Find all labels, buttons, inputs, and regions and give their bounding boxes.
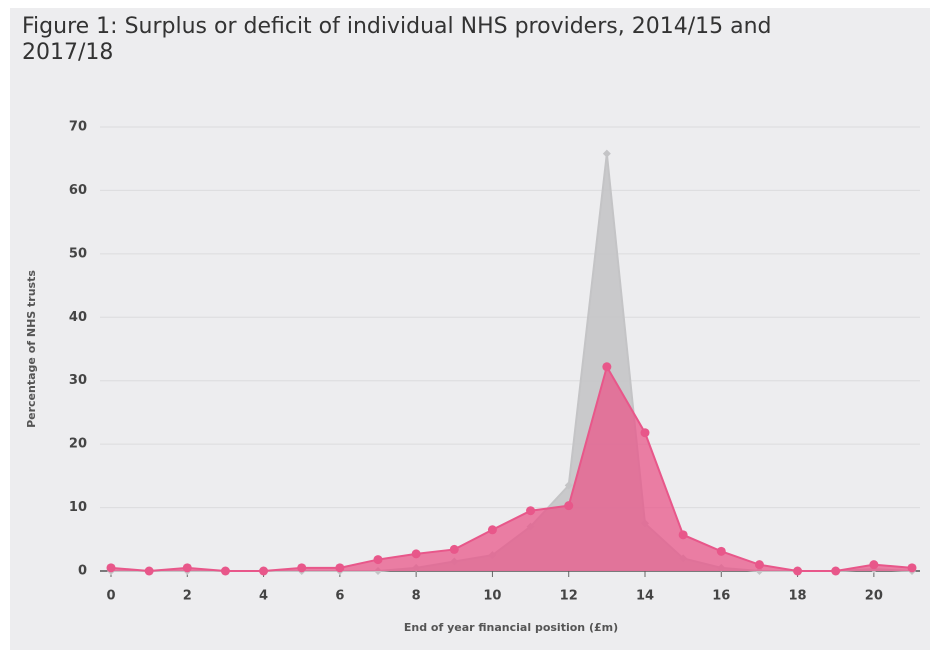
marker xyxy=(564,501,574,511)
marker xyxy=(754,560,764,570)
marker xyxy=(487,525,497,535)
marker xyxy=(869,560,879,570)
marker xyxy=(182,563,192,573)
x-tick-label: 6 xyxy=(335,589,344,604)
marker xyxy=(335,563,345,573)
marker xyxy=(373,555,383,565)
marker xyxy=(411,549,421,559)
x-axis-label: End of year financial position (£m) xyxy=(404,621,618,634)
area xyxy=(111,153,912,571)
y-tick-label: 0 xyxy=(78,564,87,579)
marker xyxy=(793,566,803,576)
line xyxy=(111,153,913,572)
x-tick-label: 20 xyxy=(865,589,883,604)
area xyxy=(111,366,912,571)
marker xyxy=(831,566,841,576)
y-tick-label: 70 xyxy=(69,120,87,135)
x-tick-label: 14 xyxy=(636,589,654,604)
marker xyxy=(716,546,726,556)
marker xyxy=(106,563,116,573)
marker xyxy=(907,563,917,573)
y-tick-label: 20 xyxy=(69,437,87,452)
y-tick-label: 10 xyxy=(69,500,87,515)
y-tick-label: 40 xyxy=(69,310,87,325)
marker xyxy=(297,563,307,573)
marker xyxy=(640,428,650,438)
y-tick-label: 60 xyxy=(69,183,87,198)
x-tick-label: 0 xyxy=(106,589,115,604)
marker xyxy=(678,530,688,540)
marker xyxy=(602,149,611,158)
line xyxy=(110,364,913,573)
marker xyxy=(259,566,269,576)
x-tick-label: 18 xyxy=(789,589,807,604)
x-tick-label: 10 xyxy=(483,589,501,604)
y-tick-label: 50 xyxy=(69,246,87,261)
y-axis-label: Percentage of NHS trusts xyxy=(25,270,38,428)
marker xyxy=(564,481,573,490)
x-tick-label: 8 xyxy=(412,589,421,604)
y-tick-label: 30 xyxy=(69,373,87,388)
x-tick-label: 2 xyxy=(183,589,192,604)
x-tick-label: 4 xyxy=(259,589,268,604)
x-tick-label: 12 xyxy=(560,589,578,604)
marker xyxy=(449,544,459,554)
marker xyxy=(602,362,612,372)
marker xyxy=(526,506,536,516)
marker xyxy=(144,566,154,576)
marker xyxy=(220,566,230,576)
chart-title: Figure 1: Surplus or deficit of individu… xyxy=(22,14,772,65)
x-tick-label: 16 xyxy=(712,589,730,604)
